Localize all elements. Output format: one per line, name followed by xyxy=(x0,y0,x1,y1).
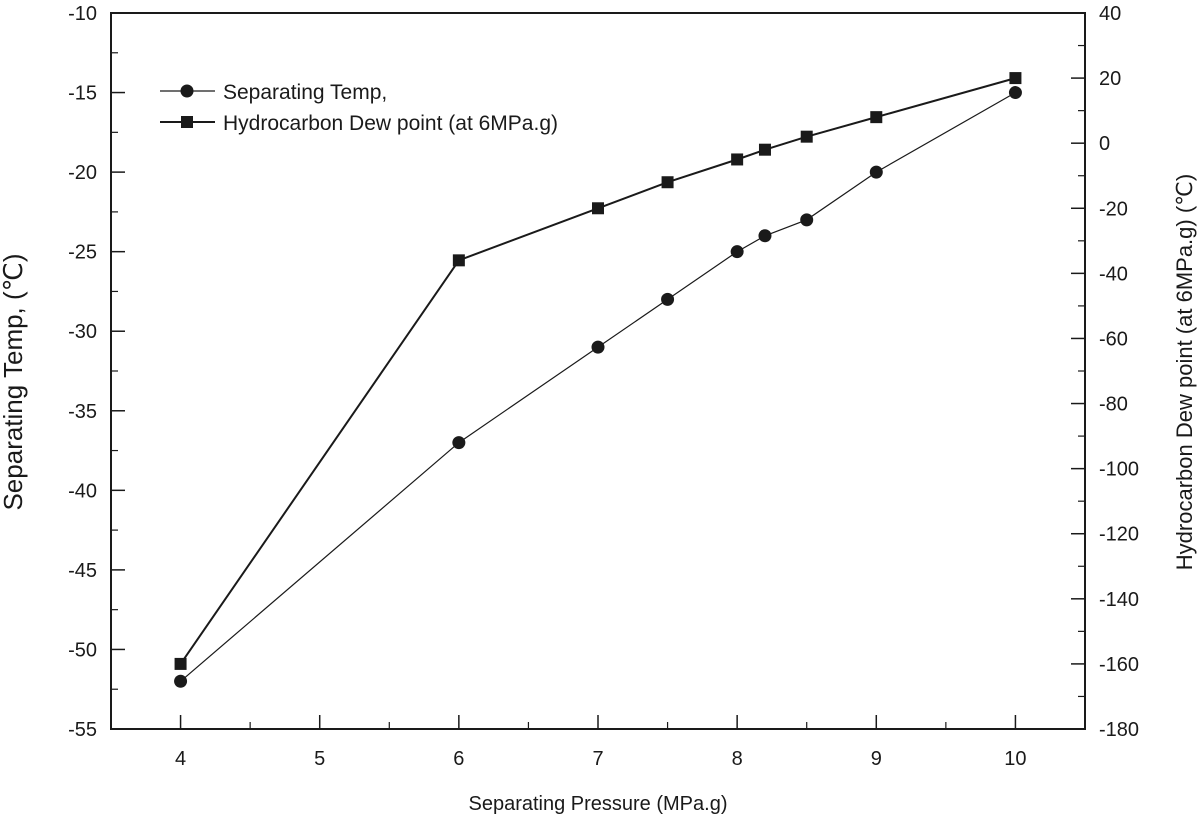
y-right-tick-label: -140 xyxy=(1099,589,1139,611)
x-axis-title: Separating Pressure (MPa.g) xyxy=(468,793,727,815)
legend-entry-dew-point: Hydrocarbon Dew point (at 6MPa.g) xyxy=(160,112,558,135)
data-point-separating-temp xyxy=(800,213,814,227)
x-tick-label: 5 xyxy=(314,748,325,770)
data-point-separating-temp xyxy=(869,165,883,179)
y-right-tick-label: -20 xyxy=(1099,198,1128,220)
data-point-dew-point xyxy=(592,202,604,215)
data-point-dew-point xyxy=(731,153,744,166)
y-right-tick-label: -60 xyxy=(1099,328,1128,350)
y-left-tick-label: -50 xyxy=(68,639,97,661)
series-lines xyxy=(179,77,1016,682)
y-right-tick-label: -80 xyxy=(1099,394,1128,416)
left-y-axis-title: Separating Temp, (℃) xyxy=(0,253,28,510)
data-point-dew-point xyxy=(800,130,813,143)
y-left-tick-label: -40 xyxy=(68,480,97,502)
y-left-tick-label: -25 xyxy=(68,242,97,264)
y-left-tick-label: -30 xyxy=(68,321,97,343)
y-right-tick-label: -120 xyxy=(1099,524,1139,546)
y-left-tick-label: -35 xyxy=(68,401,97,423)
data-point-dew-point xyxy=(758,143,771,156)
y-right-tick-label: -180 xyxy=(1099,719,1139,741)
data-point-separating-temp xyxy=(661,292,675,306)
left-y-axis: -10 -15 -20 -25 -30 -35 -40 -45 -50 -55 xyxy=(68,3,125,741)
y-right-tick-label: -40 xyxy=(1099,263,1128,285)
legend-marker-square xyxy=(181,116,193,128)
x-axis: 4 5 6 7 8 9 10 xyxy=(110,715,1086,770)
x-tick-label: 7 xyxy=(592,748,603,770)
data-point-separating-temp xyxy=(730,245,744,259)
data-point-separating-temp xyxy=(174,674,188,688)
data-point-dew-point xyxy=(1009,72,1022,85)
data-point-separating-temp xyxy=(452,436,466,450)
x-tick-label: 9 xyxy=(871,748,882,770)
data-point-dew-point xyxy=(661,176,674,189)
legend: Separating Temp, Hydrocarbon Dew point (… xyxy=(160,81,558,135)
legend-marker-circle xyxy=(180,84,194,98)
y-right-tick-label: 0 xyxy=(1099,133,1110,155)
x-tick-label: 4 xyxy=(175,748,186,770)
y-right-tick-label: 40 xyxy=(1099,3,1121,25)
y-left-tick-label: -15 xyxy=(68,83,97,105)
y-right-tick-label: -100 xyxy=(1099,459,1139,481)
y-left-tick-label: -10 xyxy=(68,3,97,25)
data-point-separating-temp xyxy=(1008,86,1022,100)
data-point-separating-temp xyxy=(758,229,772,243)
right-y-axis-title: Hydrocarbon Dew point (at 6MPa.g) (℃) xyxy=(1172,174,1197,570)
x-tick-label: 6 xyxy=(453,748,464,770)
series-line-dew-point xyxy=(179,77,1016,665)
series-line-separating-temp xyxy=(180,92,1016,682)
legend-entry-separating-temp: Separating Temp, xyxy=(160,81,387,104)
y-right-tick-label: -160 xyxy=(1099,654,1139,676)
y-left-tick-label: -55 xyxy=(68,719,97,741)
x-tick-label: 8 xyxy=(732,748,743,770)
x-tick-label: 10 xyxy=(1004,748,1026,770)
data-point-dew-point xyxy=(452,254,465,267)
data-point-separating-temp xyxy=(591,340,605,354)
y-right-tick-label: 20 xyxy=(1099,68,1121,90)
data-point-dew-point xyxy=(174,657,187,670)
y-left-tick-label: -45 xyxy=(68,560,97,582)
y-left-tick-label: -20 xyxy=(68,162,97,184)
right-y-axis: 40 20 0 -20 -40 -60 -80 -100 -120 -140 -160 -180 xyxy=(1071,3,1139,741)
legend-label-separating-temp: Separating Temp, xyxy=(223,81,387,104)
legend-label-dew-point: Hydrocarbon Dew point (at 6MPa.g) xyxy=(223,112,558,135)
series-markers xyxy=(174,72,1022,688)
data-point-dew-point xyxy=(870,111,883,124)
